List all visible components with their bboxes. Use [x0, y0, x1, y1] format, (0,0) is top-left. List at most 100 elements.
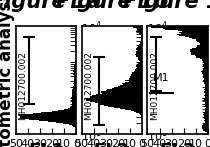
Bar [137, 50, 142, 51]
Text: MH012700.002: MH012700.002 [150, 51, 159, 120]
Bar [206, 133, 208, 134]
Bar [205, 86, 208, 87]
Bar [72, 103, 76, 105]
Bar [135, 70, 142, 71]
Bar [74, 81, 76, 82]
Bar [75, 42, 76, 43]
Bar [125, 80, 142, 81]
Bar [72, 99, 76, 100]
Bar [204, 78, 208, 80]
Bar [74, 75, 76, 76]
Bar [203, 69, 208, 70]
Bar [72, 102, 76, 103]
Bar [205, 106, 208, 107]
Bar [197, 46, 208, 47]
Bar [205, 109, 208, 110]
Bar [138, 46, 142, 47]
Bar [205, 111, 208, 112]
Bar [196, 57, 208, 58]
Bar [73, 126, 76, 127]
Bar [200, 43, 208, 44]
Bar [140, 34, 142, 35]
Bar [74, 80, 76, 81]
Bar [19, 115, 76, 116]
Bar [192, 38, 208, 39]
Text: FL2: FL2 [94, 142, 130, 147]
Bar [138, 45, 142, 46]
Bar [75, 49, 76, 50]
Bar [203, 68, 208, 69]
Bar [139, 27, 142, 29]
Bar [205, 122, 208, 123]
Bar [102, 93, 142, 94]
Bar [203, 74, 208, 75]
Text: Figure 1: Flow cytometric analysis of control cells: Figure 1: Flow cytometric analysis of co… [0, 0, 15, 147]
Bar [72, 87, 76, 88]
Bar [179, 32, 208, 33]
Bar [72, 93, 76, 94]
Bar [136, 56, 142, 57]
Bar [75, 43, 76, 44]
Bar [114, 87, 142, 88]
Bar [138, 63, 142, 64]
Bar [130, 77, 142, 78]
Text: Figure 1a: Figure 1a [0, 0, 102, 12]
Bar [205, 94, 208, 95]
Bar [86, 99, 142, 100]
Bar [204, 63, 208, 64]
Bar [72, 90, 76, 91]
Bar [177, 30, 208, 31]
Bar [190, 49, 208, 50]
Bar [197, 41, 208, 42]
Bar [204, 116, 208, 117]
Text: FL3: FL3 [160, 142, 196, 147]
Bar [136, 49, 142, 50]
Bar [204, 100, 208, 101]
Bar [58, 110, 76, 111]
Bar [48, 121, 76, 122]
Bar [199, 42, 208, 43]
Bar [75, 46, 76, 47]
Bar [75, 62, 76, 63]
Bar [75, 37, 76, 38]
Bar [204, 123, 208, 124]
Bar [75, 45, 76, 46]
Bar [75, 127, 76, 128]
Bar [204, 98, 208, 99]
Bar [204, 81, 208, 82]
Bar [20, 117, 76, 119]
Bar [141, 37, 142, 38]
Bar [137, 64, 142, 65]
Bar [204, 89, 208, 90]
Bar [203, 112, 208, 113]
Bar [75, 61, 76, 62]
Y-axis label: CK C11 PE: CK C11 PE [185, 51, 196, 109]
Bar [139, 62, 142, 63]
Bar [196, 47, 208, 48]
Bar [206, 132, 208, 133]
Bar [95, 102, 142, 103]
Bar [189, 37, 208, 38]
Bar [205, 108, 208, 109]
Bar [202, 126, 208, 127]
Bar [75, 36, 76, 37]
Bar [205, 119, 208, 120]
Bar [33, 113, 76, 114]
Bar [205, 85, 208, 86]
Bar [202, 76, 208, 77]
Bar [92, 95, 142, 96]
Bar [138, 32, 142, 33]
Bar [203, 130, 208, 131]
Bar [203, 61, 208, 62]
Bar [204, 113, 208, 114]
Bar [203, 80, 208, 81]
Bar [136, 55, 142, 56]
Bar [75, 44, 76, 45]
Bar [140, 114, 142, 115]
Bar [130, 76, 142, 77]
Bar [138, 59, 142, 60]
Bar [52, 111, 76, 112]
Bar [205, 105, 208, 106]
Bar [204, 120, 208, 121]
Bar [185, 36, 208, 37]
